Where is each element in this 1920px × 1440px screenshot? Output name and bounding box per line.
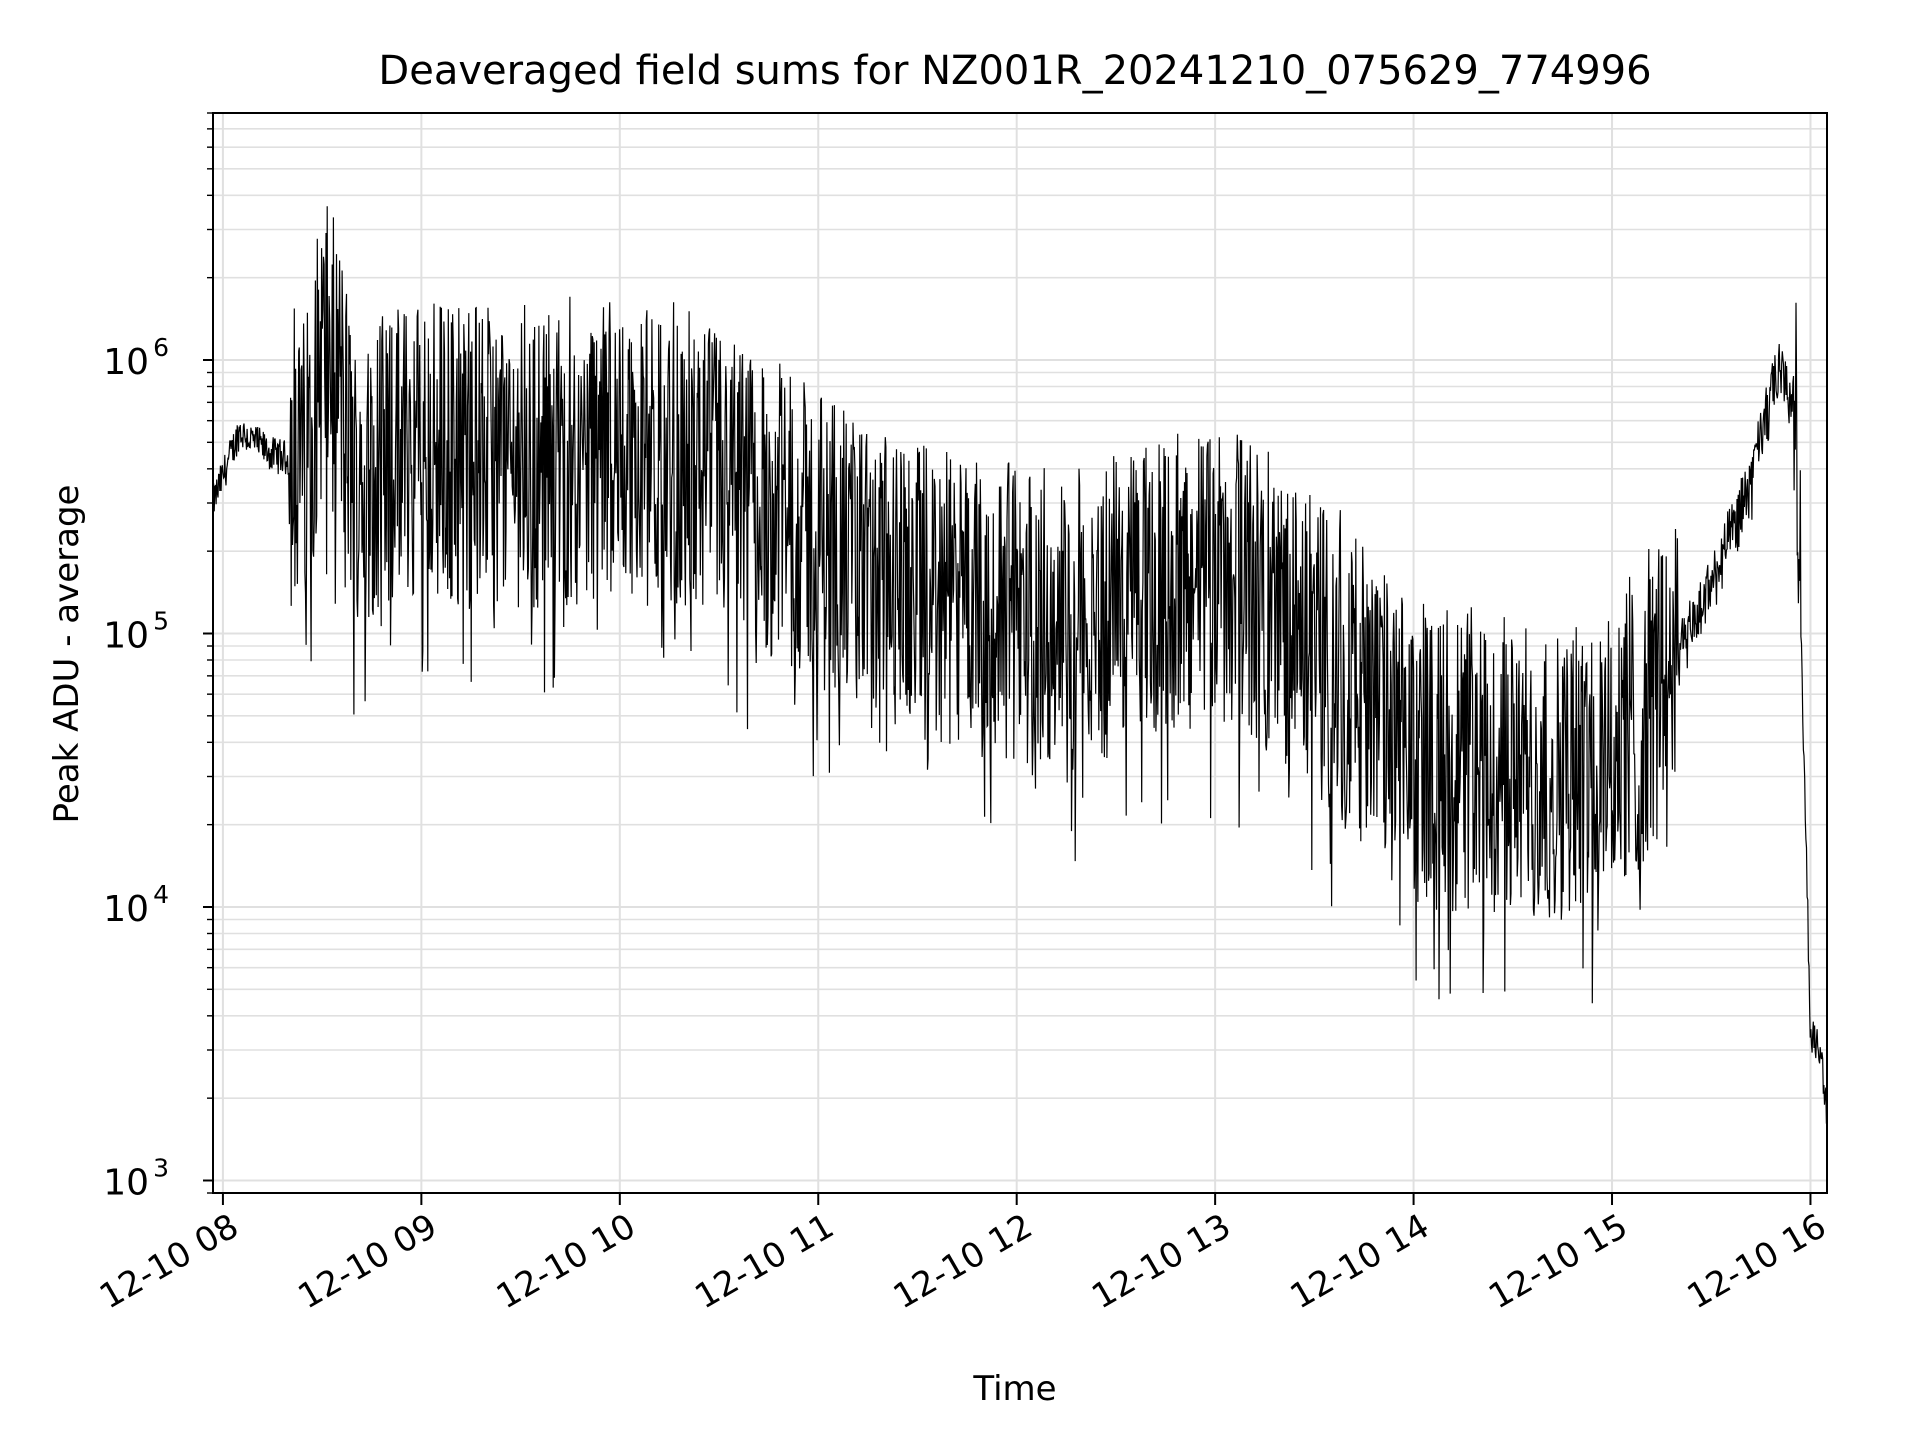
plot-frame	[212, 112, 1828, 1194]
y-axis-label: Peak ADU - average	[47, 485, 87, 824]
y-tick-label: 10	[103, 889, 149, 930]
x-axis-label: Time	[972, 1369, 1056, 1409]
y-tick-label: 10	[103, 342, 149, 383]
y-tick-exponent: 3	[153, 1153, 169, 1182]
y-tick-exponent: 5	[153, 606, 169, 635]
y-tick-exponent: 4	[153, 880, 169, 909]
y-tick-exponent: 6	[153, 333, 169, 362]
chart-title: Deaveraged field sums for NZ001R_2024121…	[378, 48, 1651, 94]
y-tick-label: 10	[103, 615, 149, 656]
y-tick-label: 10	[103, 1162, 149, 1203]
series-line	[212, 206, 1828, 1124]
series-group	[212, 206, 1828, 1124]
